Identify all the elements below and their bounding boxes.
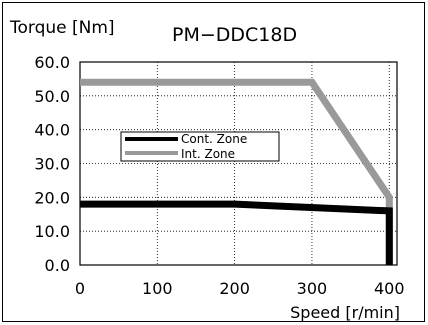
legend-label-int-zone: Int. Zone xyxy=(181,147,235,161)
y-tick-label: 10.0 xyxy=(34,222,70,241)
y-tick-label: 20.0 xyxy=(34,188,70,207)
plot-area-border xyxy=(79,61,398,266)
x-tick-labels: 0 100 200 300 400 xyxy=(75,279,405,298)
legend-box xyxy=(120,131,280,162)
y-tick-label: 60.0 xyxy=(34,53,70,72)
series-lines xyxy=(80,78,393,265)
y-tick-labels: 0.0 10.0 20.0 30.0 40.0 50.0 60.0 xyxy=(34,53,70,275)
chart-frame xyxy=(2,2,425,322)
x-axis-label: Speed [r/min] xyxy=(290,303,400,322)
chart-title: PM−DDC18D xyxy=(172,24,297,46)
x-tick-label: 0 xyxy=(75,279,85,298)
x-tick-label: 100 xyxy=(142,279,173,298)
x-tick-label: 300 xyxy=(297,279,328,298)
y-axis-label: Torque [Nm] xyxy=(9,18,115,38)
x-tick-label: 400 xyxy=(374,279,405,298)
x-tick-label: 200 xyxy=(219,279,250,298)
legend-label-cont-zone: Cont. Zone xyxy=(181,132,247,146)
legend: Cont. Zone Int. Zone xyxy=(120,131,280,162)
y-tick-label: 50.0 xyxy=(34,87,70,106)
y-tick-label: 30.0 xyxy=(34,155,70,174)
series-line-cont-zone xyxy=(80,200,393,265)
y-tick-label: 40.0 xyxy=(34,121,70,140)
y-tick-label: 0.0 xyxy=(45,256,70,275)
grid xyxy=(80,62,397,265)
